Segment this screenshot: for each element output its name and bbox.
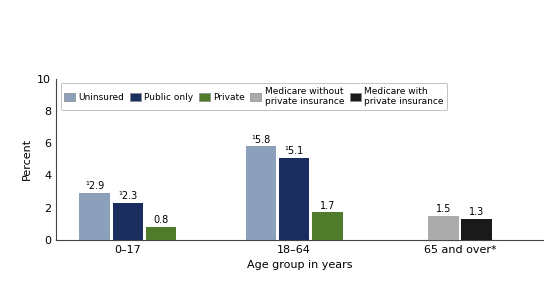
Text: 1.5: 1.5 (436, 204, 451, 214)
Text: 1.3: 1.3 (469, 207, 484, 217)
Bar (246, 146, 276, 240)
Text: ¹5.8: ¹5.8 (251, 135, 270, 145)
Bar (312, 212, 343, 240)
Bar (461, 219, 492, 240)
Bar (80, 193, 110, 240)
X-axis label: Age group in years: Age group in years (247, 260, 352, 270)
Text: ¹5.1: ¹5.1 (284, 146, 304, 156)
Text: ¹2.9: ¹2.9 (85, 182, 104, 191)
Text: 0.8: 0.8 (153, 215, 169, 225)
Bar (113, 203, 143, 240)
Y-axis label: Percent: Percent (22, 138, 31, 180)
Text: ¹2.3: ¹2.3 (118, 191, 138, 201)
Bar (146, 227, 176, 240)
Bar (279, 158, 309, 240)
Legend: Uninsured, Public only, Private, Medicare without
private insurance, Medicare wi: Uninsured, Public only, Private, Medicar… (60, 83, 447, 110)
Bar (428, 215, 459, 240)
Text: 1.7: 1.7 (320, 201, 335, 211)
